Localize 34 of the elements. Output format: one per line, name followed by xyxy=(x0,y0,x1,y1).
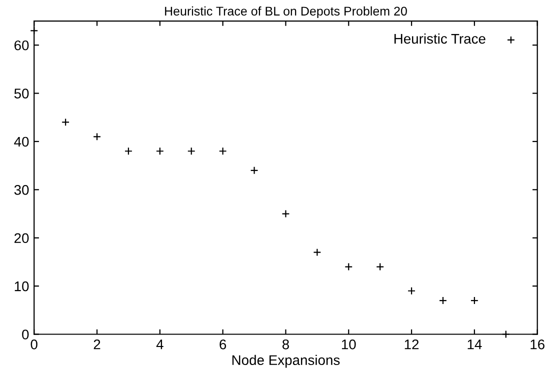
x-tick-label: 2 xyxy=(94,339,100,350)
point xyxy=(438,296,448,305)
y-tick-label: 60 xyxy=(14,40,29,50)
point xyxy=(344,262,353,271)
chart-title: Heuristic Trace of BL on Depots Problem 20 xyxy=(165,6,407,18)
y-tick-label: 0 xyxy=(22,330,29,340)
x-axis-title: Node Expansions xyxy=(232,354,340,368)
point xyxy=(62,118,70,126)
x-tick-label: 0 xyxy=(30,339,38,350)
x-tick-label: 6 xyxy=(220,339,226,350)
x-tick-label: 8 xyxy=(282,339,289,350)
point xyxy=(92,132,102,141)
x-tick-label: 4 xyxy=(156,340,164,350)
legend-label: Heuristic Trace xyxy=(394,34,486,44)
x-tick-label: 12 xyxy=(404,339,419,350)
point xyxy=(408,286,416,295)
y-tick-label: 40 xyxy=(14,136,29,147)
point xyxy=(187,147,196,156)
point xyxy=(313,248,322,256)
x-tick-label: 10 xyxy=(342,339,356,350)
point xyxy=(124,147,132,156)
point xyxy=(502,330,510,338)
point xyxy=(470,296,478,305)
point xyxy=(218,147,227,156)
x-tick-label: 14 xyxy=(468,340,482,350)
y-tick-label: 10 xyxy=(14,281,29,292)
x-tick-label: 16 xyxy=(530,339,544,350)
y-tick-label: 30 xyxy=(14,185,29,195)
point xyxy=(282,210,290,218)
point xyxy=(376,262,384,271)
y-tick-label: 50 xyxy=(14,88,29,98)
y-tick-label: 20 xyxy=(14,233,29,244)
point xyxy=(156,147,164,156)
point xyxy=(250,166,258,174)
